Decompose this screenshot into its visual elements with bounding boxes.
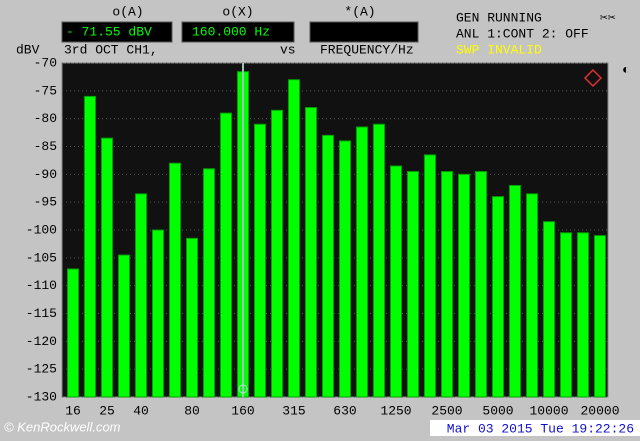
bar (288, 79, 300, 398)
bar (509, 184, 521, 398)
vs: vs (280, 42, 296, 57)
bar (186, 237, 198, 398)
icon: ✂✂ (600, 10, 616, 25)
x-tick-label: 315 (282, 403, 305, 418)
bar (169, 162, 181, 398)
logo (583, 68, 603, 88)
bar (458, 173, 470, 398)
bar (560, 232, 572, 398)
status: ANL 1:CONT 2: OFF (456, 26, 589, 41)
y-unit: dBV (16, 42, 40, 57)
y-tick-label: -95 (34, 195, 57, 210)
readout-box (309, 21, 419, 43)
y-tick-label: -120 (26, 334, 57, 349)
x-tick-label: 160 (231, 403, 254, 418)
status: GEN RUNNING (456, 10, 542, 25)
bar (441, 171, 453, 398)
bar (101, 137, 113, 398)
readout-label: *(A) (344, 4, 375, 19)
y-tick-label: -90 (34, 167, 57, 182)
readout-value: - 71.55 dBV (66, 24, 152, 39)
x-tick-label: 1250 (380, 403, 411, 418)
bar (424, 154, 436, 398)
bar (390, 165, 402, 398)
y-tick-label: -125 (26, 362, 57, 377)
bar (271, 109, 283, 398)
bar (356, 126, 368, 398)
x-tick-label: 80 (184, 403, 200, 418)
y-tick-label: -110 (26, 278, 57, 293)
readout-label: o(A) (112, 4, 143, 19)
bar (118, 254, 130, 398)
icon: ◐ (622, 62, 630, 77)
x-tick-label: 630 (333, 403, 356, 418)
bar (203, 168, 215, 398)
x-tick-label: 2500 (431, 403, 462, 418)
bar (373, 123, 385, 398)
bar (339, 140, 351, 398)
bar (475, 171, 487, 398)
plot: -70 -75 -80 -85 -90 -95 -100 -105 -110 -115 -120 -1… (26, 55, 620, 418)
y-tick-label: -70 (34, 55, 57, 70)
timestamp-bar (430, 420, 640, 436)
y-tick-label: -85 (34, 139, 57, 154)
bar (67, 268, 79, 398)
bar (526, 193, 538, 398)
bar (492, 196, 504, 398)
cursor-marker (238, 384, 248, 394)
bar (152, 229, 164, 398)
y-tick-label: -105 (26, 250, 57, 265)
x-tick-label: 25 (99, 403, 115, 418)
bar (305, 107, 317, 398)
mode: 3rd OCT CH1, (64, 42, 158, 57)
watermark: © KenRockwell.com (4, 419, 121, 434)
y-tick-label: -100 (26, 222, 57, 237)
y-tick-label: -130 (26, 389, 57, 404)
readout-value: 160.000 Hz (192, 24, 270, 39)
bar (254, 123, 266, 398)
bar (322, 134, 334, 398)
timestamp: Mar 03 2015 Tue 19:22:26 (447, 421, 634, 436)
bar (543, 221, 555, 398)
x-tick-label: 10000 (529, 403, 568, 418)
x-axis-label: FREQUENCY/Hz (320, 42, 414, 57)
bar (407, 171, 419, 398)
x-tick-label: 40 (133, 403, 149, 418)
status-warning: SWP INVALID (456, 42, 542, 57)
readout-label: o(X) (222, 4, 253, 19)
x-tick-label: 16 (65, 403, 81, 418)
y-tick-label: -115 (26, 306, 57, 321)
x-tick-label: 5000 (482, 403, 513, 418)
readout-box (181, 21, 295, 43)
bar (220, 112, 232, 398)
x-tick-label: 20000 (580, 403, 619, 418)
bar (577, 232, 589, 398)
y-tick-label: -80 (34, 111, 57, 126)
readout-box (61, 21, 173, 43)
bar (84, 95, 96, 398)
bar (594, 235, 606, 398)
y-tick-label: -75 (34, 83, 57, 98)
bar (135, 193, 147, 398)
